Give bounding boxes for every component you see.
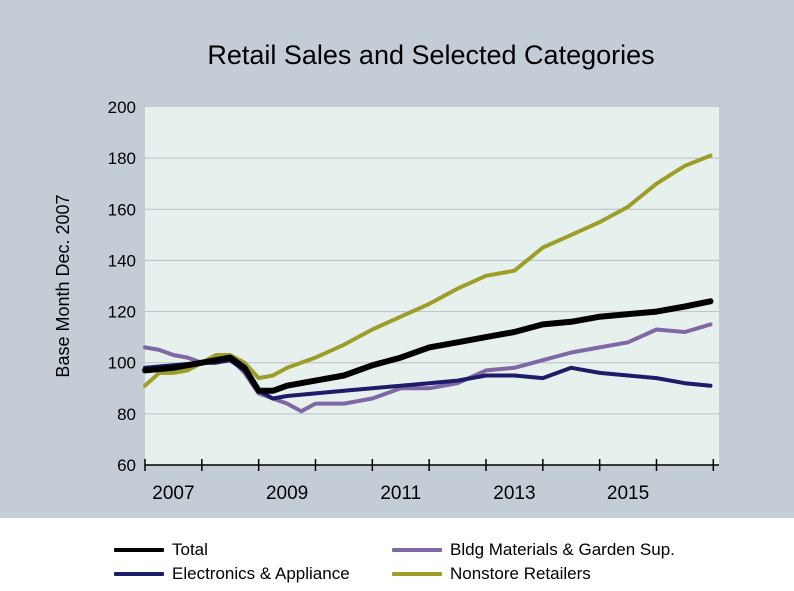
legend: Total Electronics & Appliance Bldg Mater…	[0, 518, 794, 591]
legend-label-total: Total	[172, 540, 208, 559]
y-tick-label: 140	[108, 251, 136, 270]
series-line-total	[142, 298, 714, 394]
x-tick-label: 2015	[607, 483, 649, 504]
legend-item-nonstore: Nonstore Retailers	[392, 564, 591, 584]
legend-item-total: Total	[114, 540, 208, 560]
y-tick-label: 200	[108, 98, 136, 117]
y-tick-label: 160	[108, 200, 136, 219]
x-tick-label: 2007	[152, 483, 194, 504]
y-tick-label: 60	[117, 456, 136, 475]
x-tick-label: 2011	[380, 483, 421, 504]
chart: 60 80 100 120 140 160 180 200 2007 2009 2011 2013 20…	[53, 40, 719, 504]
chart-title: Retail Sales and Selected Categories	[207, 40, 654, 70]
plot-area	[145, 107, 719, 465]
legend-label-nonstore: Nonstore Retailers	[450, 564, 591, 583]
legend-swatch-nonstore	[392, 572, 442, 576]
legend-label-electronics: Electronics & Appliance	[172, 564, 350, 583]
legend-item-bldg-materials: Bldg Materials & Garden Sup.	[392, 540, 675, 560]
legend-label-bldg-materials: Bldg Materials & Garden Sup.	[450, 540, 675, 559]
legend-swatch-total	[114, 548, 164, 552]
x-tick-label: 2013	[493, 483, 535, 504]
y-tick-label: 100	[108, 354, 136, 373]
y-axis-label: Base Month Dec. 2007	[53, 194, 73, 377]
legend-swatch-electronics	[114, 572, 164, 576]
x-tick-label: 2009	[266, 483, 308, 504]
legend-swatch-bldg-materials	[392, 548, 442, 552]
y-tick-label: 80	[117, 405, 136, 424]
chart-panel: 60 80 100 120 140 160 180 200 2007 2009 2011 2013 20…	[0, 0, 794, 518]
y-tick-label: 180	[108, 149, 136, 168]
legend-item-electronics: Electronics & Appliance	[114, 564, 350, 584]
y-tick-label: 120	[108, 303, 136, 322]
